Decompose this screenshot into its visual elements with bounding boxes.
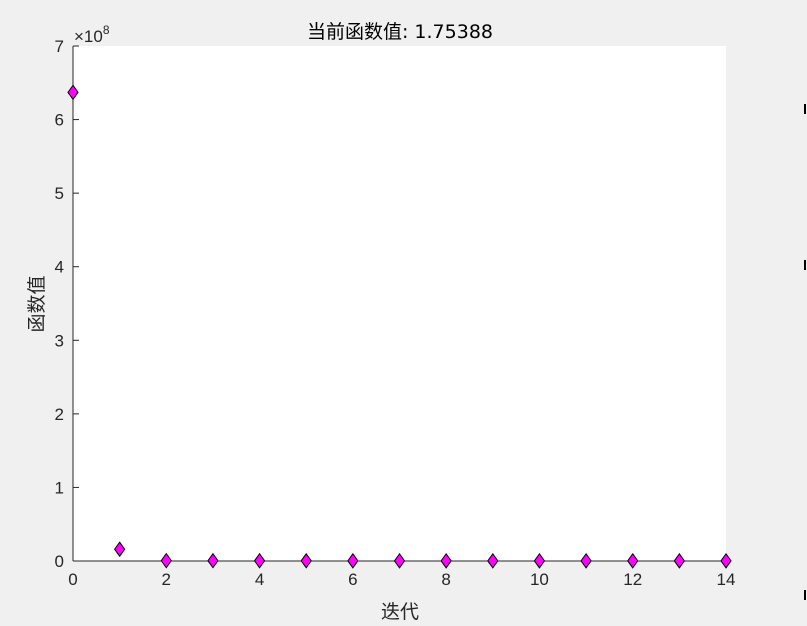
- x-axis-label: 迭代: [381, 601, 419, 623]
- y-exponent-base: ×10: [74, 27, 103, 46]
- x-tick-label: 2: [162, 570, 171, 589]
- x-tick-label: 6: [348, 570, 357, 589]
- y-tick-label: 1: [55, 478, 64, 497]
- y-tick-label: 2: [55, 405, 64, 424]
- y-axis-label: 函数值: [26, 275, 48, 332]
- data-point: [67, 84, 79, 101]
- data-point: [580, 552, 592, 569]
- y-tick-label: 7: [55, 37, 64, 56]
- data-point: [487, 552, 499, 569]
- x-tick-label: 0: [68, 570, 77, 589]
- y-exponent-power: 8: [103, 23, 110, 37]
- x-tick-label: 12: [623, 570, 642, 589]
- data-point: [393, 552, 406, 569]
- data-point: [253, 552, 266, 569]
- y-tick-label: 0: [55, 552, 64, 571]
- data-point: [673, 552, 686, 569]
- data-point: [113, 541, 126, 558]
- x-tick-label: 8: [441, 570, 450, 589]
- y-tick-label: 6: [55, 111, 64, 130]
- chart-title: 当前函数值: 1.75388: [307, 21, 493, 43]
- x-tick-label: 14: [717, 570, 736, 589]
- x-tick-label: 10: [530, 570, 549, 589]
- y-tick-label: 4: [55, 258, 64, 277]
- window-edge-mark-mid: [804, 260, 806, 270]
- plot-area: [73, 46, 726, 561]
- data-point: [300, 552, 312, 569]
- data-points: [67, 84, 732, 569]
- y-exponent-label: ×108: [74, 23, 110, 46]
- data-point: [160, 552, 172, 569]
- data-point: [440, 552, 452, 569]
- data-point: [207, 552, 219, 569]
- data-point: [720, 552, 732, 569]
- y-tick-label: 5: [55, 184, 64, 203]
- data-point: [533, 552, 546, 569]
- window-edge-mark-top: [804, 104, 806, 114]
- window-edge-mark-bottom: [804, 590, 806, 600]
- x-tick-label: 4: [255, 570, 264, 589]
- data-point: [347, 552, 359, 569]
- y-tick-label: 3: [55, 331, 64, 350]
- data-point: [627, 552, 639, 569]
